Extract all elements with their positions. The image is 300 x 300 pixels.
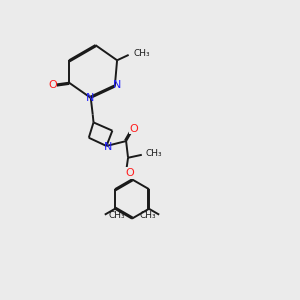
Text: N: N: [104, 142, 112, 152]
Text: CH₃: CH₃: [139, 211, 156, 220]
Text: O: O: [129, 124, 138, 134]
Text: O: O: [48, 80, 57, 90]
Text: O: O: [125, 168, 134, 178]
Text: CH₃: CH₃: [133, 49, 150, 58]
Text: CH₃: CH₃: [108, 211, 125, 220]
Text: CH₃: CH₃: [146, 149, 162, 158]
Text: N: N: [85, 93, 94, 103]
Text: N: N: [113, 80, 122, 90]
